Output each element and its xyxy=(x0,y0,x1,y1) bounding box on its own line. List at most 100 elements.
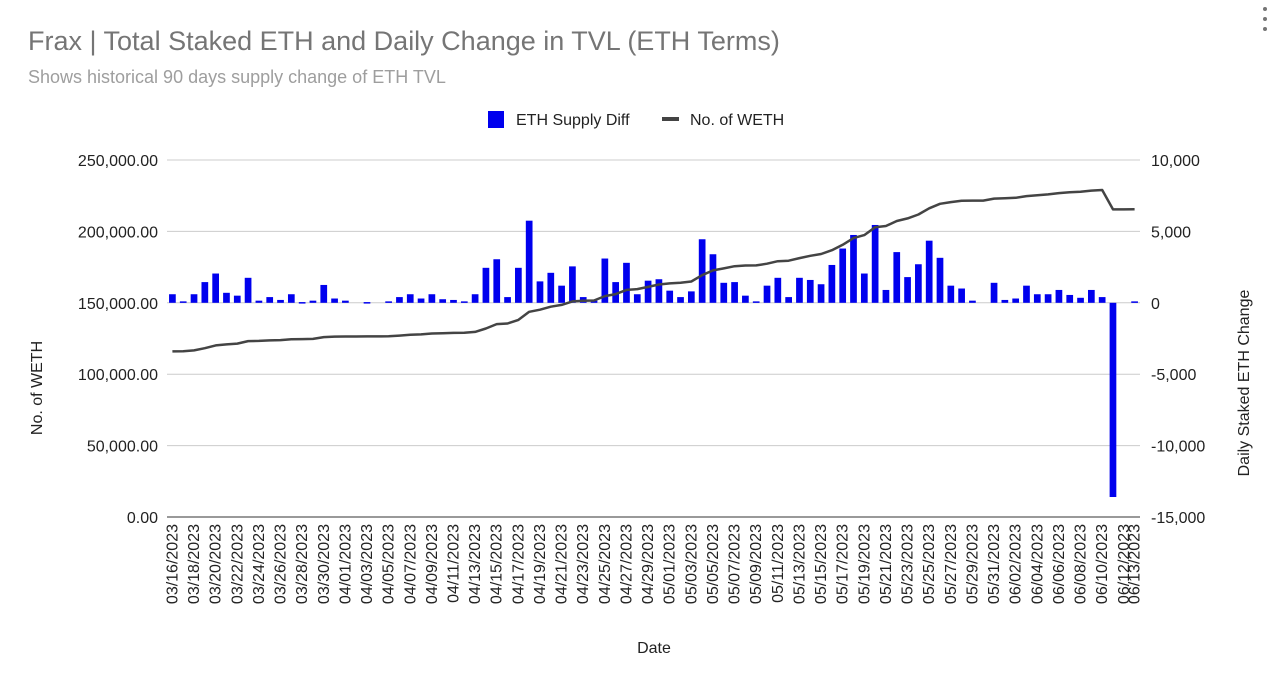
x-tick-label: 04/23/2023 xyxy=(575,524,592,604)
bar-eth-supply-diff[interactable] xyxy=(904,277,911,303)
bar-eth-supply-diff[interactable] xyxy=(1044,294,1052,303)
bar-eth-supply-diff[interactable] xyxy=(417,298,425,303)
bar-eth-supply-diff[interactable] xyxy=(1023,285,1030,303)
bar-eth-supply-diff[interactable] xyxy=(439,299,447,303)
bar-eth-supply-diff[interactable] xyxy=(406,294,414,303)
bar-eth-supply-diff[interactable] xyxy=(266,297,274,303)
bar-eth-supply-diff[interactable] xyxy=(190,294,198,303)
bar-eth-supply-diff[interactable] xyxy=(644,280,652,303)
bar-eth-supply-diff[interactable] xyxy=(1055,289,1063,303)
bar-eth-supply-diff[interactable] xyxy=(1066,294,1074,303)
bar-eth-supply-diff[interactable] xyxy=(320,284,328,303)
bar-eth-supply-diff[interactable] xyxy=(666,290,674,303)
bar-eth-supply-diff[interactable] xyxy=(277,299,284,303)
bar-eth-supply-diff[interactable] xyxy=(709,254,717,303)
bar-eth-supply-diff[interactable] xyxy=(785,297,792,303)
bar-eth-supply-diff[interactable] xyxy=(612,282,620,303)
x-tick-label: 03/20/2023 xyxy=(208,524,225,604)
bar-eth-supply-diff[interactable] xyxy=(633,294,641,303)
bar-eth-supply-diff[interactable] xyxy=(558,285,565,303)
bar-eth-supply-diff[interactable] xyxy=(309,300,317,303)
bar-eth-supply-diff[interactable] xyxy=(969,300,976,303)
x-tick-label: 04/03/2023 xyxy=(359,524,376,604)
bar-eth-supply-diff[interactable] xyxy=(1033,294,1041,303)
y-left-tick-label: 200,000.00 xyxy=(78,224,158,241)
bar-eth-supply-diff[interactable] xyxy=(817,284,825,303)
bar-eth-supply-diff[interactable] xyxy=(396,297,403,303)
line-no-of-weth[interactable] xyxy=(172,188,1135,353)
bar-eth-supply-diff[interactable] xyxy=(287,294,295,303)
bar-eth-supply-diff[interactable] xyxy=(1109,302,1117,498)
bar-eth-supply-diff[interactable] xyxy=(752,301,760,303)
bar-eth-supply-diff[interactable] xyxy=(169,294,176,303)
legend-label-eth-supply-diff[interactable]: ETH Supply Diff xyxy=(516,112,630,129)
bar-eth-supply-diff[interactable] xyxy=(515,267,522,303)
bar-eth-supply-diff[interactable] xyxy=(201,282,209,303)
bar-eth-supply-diff[interactable] xyxy=(504,297,511,303)
bar-eth-supply-diff[interactable] xyxy=(331,298,338,303)
bar-eth-supply-diff[interactable] xyxy=(212,273,220,303)
bar-eth-supply-diff[interactable] xyxy=(698,239,706,303)
bar-eth-supply-diff[interactable] xyxy=(990,282,998,303)
bar-eth-supply-diff[interactable] xyxy=(806,279,814,303)
bar-eth-supply-diff[interactable] xyxy=(255,300,263,303)
bar-eth-supply-diff[interactable] xyxy=(860,273,868,303)
bar-eth-supply-diff[interactable] xyxy=(742,295,749,303)
x-tick-label: 03/24/2023 xyxy=(251,524,268,604)
bar-eth-supply-diff[interactable] xyxy=(774,277,782,303)
bar-eth-supply-diff[interactable] xyxy=(936,257,944,303)
bar-eth-supply-diff[interactable] xyxy=(525,220,533,303)
bar-eth-supply-diff[interactable] xyxy=(687,291,695,303)
bar-eth-supply-diff[interactable] xyxy=(947,285,955,303)
bar-eth-supply-diff[interactable] xyxy=(677,297,684,303)
bar-eth-supply-diff[interactable] xyxy=(850,234,857,303)
bar-eth-supply-diff[interactable] xyxy=(1001,299,1009,303)
bar-eth-supply-diff[interactable] xyxy=(179,301,187,303)
bar-eth-supply-diff[interactable] xyxy=(482,267,490,303)
x-tick-label: 06/10/2023 xyxy=(1094,524,1111,604)
bar-eth-supply-diff[interactable] xyxy=(1098,297,1106,303)
bar-eth-supply-diff[interactable] xyxy=(223,292,230,303)
bar-eth-supply-diff[interactable] xyxy=(882,289,890,303)
bar-eth-supply-diff[interactable] xyxy=(1131,301,1138,303)
legend-label-no-of-weth[interactable]: No. of WETH xyxy=(690,112,784,129)
x-tick-label: 05/03/2023 xyxy=(683,524,700,604)
bar-eth-supply-diff[interactable] xyxy=(428,294,436,303)
bar-eth-supply-diff[interactable] xyxy=(569,266,576,303)
bar-eth-supply-diff[interactable] xyxy=(925,240,933,303)
bar-eth-supply-diff[interactable] xyxy=(601,258,609,303)
bar-eth-supply-diff[interactable] xyxy=(893,252,901,303)
y-right-tick-label: 0 xyxy=(1151,296,1160,313)
bar-eth-supply-diff[interactable] xyxy=(1087,289,1095,303)
bar-eth-supply-diff[interactable] xyxy=(1077,297,1084,303)
bar-eth-supply-diff[interactable] xyxy=(471,294,479,303)
x-tick-label: 04/17/2023 xyxy=(510,524,527,604)
bar-eth-supply-diff[interactable] xyxy=(623,262,630,303)
y-right-tick-label: -15,000 xyxy=(1151,510,1205,527)
bar-eth-supply-diff[interactable] xyxy=(363,302,371,304)
bar-eth-supply-diff[interactable] xyxy=(1012,298,1020,303)
bar-eth-supply-diff[interactable] xyxy=(915,264,922,303)
x-tick-label: 05/23/2023 xyxy=(900,524,917,604)
more-options-icon[interactable] xyxy=(1258,4,1272,34)
bar-eth-supply-diff[interactable] xyxy=(460,301,468,303)
bar-eth-supply-diff[interactable] xyxy=(655,279,663,303)
bar-eth-supply-diff[interactable] xyxy=(763,285,771,303)
bar-eth-supply-diff[interactable] xyxy=(493,259,501,303)
bar-eth-supply-diff[interactable] xyxy=(839,248,847,303)
bar-eth-supply-diff[interactable] xyxy=(796,277,803,303)
bar-eth-supply-diff[interactable] xyxy=(244,277,252,303)
x-tick-label: 03/22/2023 xyxy=(229,524,246,604)
bar-eth-supply-diff[interactable] xyxy=(536,281,544,303)
bar-eth-supply-diff[interactable] xyxy=(547,272,555,303)
bar-eth-supply-diff[interactable] xyxy=(731,282,738,303)
bar-eth-supply-diff[interactable] xyxy=(958,288,965,303)
bar-eth-supply-diff[interactable] xyxy=(720,282,728,303)
bar-eth-supply-diff[interactable] xyxy=(298,302,306,304)
bar-eth-supply-diff[interactable] xyxy=(450,299,457,303)
bar-eth-supply-diff[interactable] xyxy=(828,264,836,303)
bar-eth-supply-diff[interactable] xyxy=(385,301,392,303)
bar-eth-supply-diff[interactable] xyxy=(342,300,349,303)
bar-eth-supply-diff[interactable] xyxy=(871,224,879,303)
bar-eth-supply-diff[interactable] xyxy=(233,295,241,303)
